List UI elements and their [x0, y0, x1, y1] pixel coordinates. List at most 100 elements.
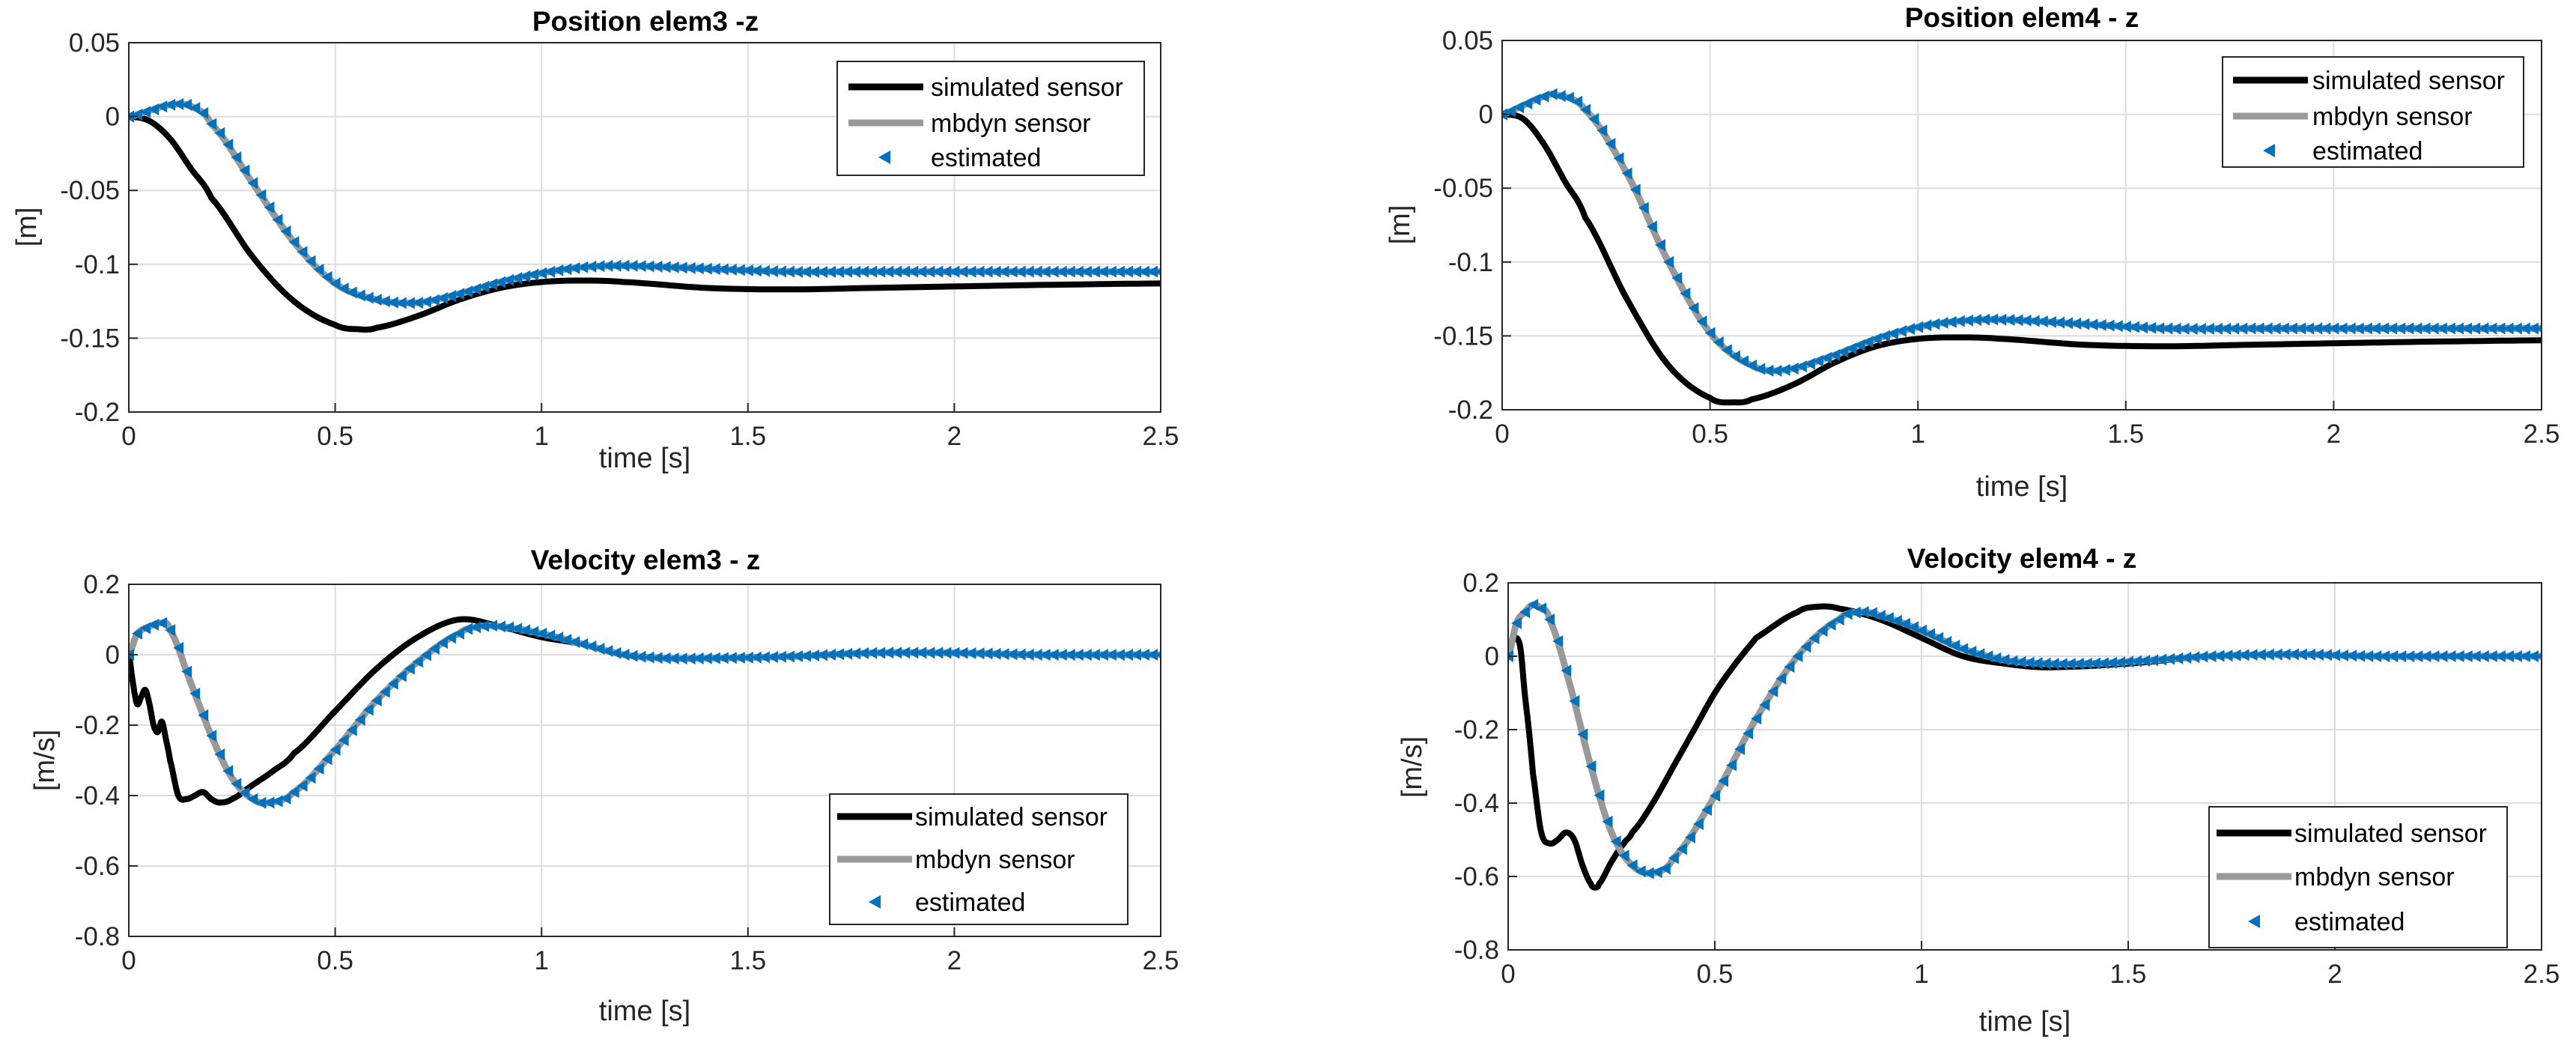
- y-tick-label: -0.1: [1448, 248, 1493, 277]
- marker-point: [1726, 759, 1737, 772]
- marker-point: [941, 646, 952, 659]
- marker-point: [2211, 322, 2223, 335]
- marker-point: [1130, 265, 1141, 278]
- marker-point: [1688, 302, 1699, 315]
- marker-point: [379, 295, 390, 308]
- marker-point: [734, 652, 745, 664]
- marker-point: [495, 620, 506, 633]
- marker-point: [2328, 322, 2339, 335]
- marker-point: [2288, 648, 2299, 661]
- marker-point: [404, 297, 415, 309]
- marker-point: [602, 645, 613, 658]
- marker-point: [709, 263, 720, 276]
- marker-point: [1671, 272, 1683, 285]
- x-axis-label: time [s]: [599, 443, 690, 474]
- marker-point: [850, 265, 861, 278]
- marker-point: [157, 617, 168, 629]
- marker-point: [717, 652, 729, 664]
- marker-point: [371, 294, 382, 306]
- marker-point: [2404, 650, 2415, 663]
- y-tick-label: 0: [1479, 100, 1493, 130]
- marker-point: [412, 655, 423, 668]
- marker-point: [1081, 265, 1092, 278]
- marker-point: [1990, 652, 2002, 664]
- marker-point: [189, 687, 201, 700]
- marker-point: [2527, 322, 2539, 335]
- marker-point: [272, 795, 283, 808]
- marker-point: [1974, 648, 1985, 661]
- marker-point: [660, 261, 671, 273]
- marker-point: [2238, 649, 2250, 661]
- marker-point: [2214, 649, 2225, 662]
- marker-point: [428, 294, 440, 306]
- x-tick-label: 2.5: [1143, 946, 1179, 975]
- y-tick-label: -0.05: [60, 176, 120, 205]
- marker-point: [280, 225, 291, 237]
- marker-point: [825, 648, 836, 661]
- marker-point: [1899, 617, 1910, 630]
- marker-point: [2040, 657, 2051, 670]
- marker-point: [2511, 322, 2522, 335]
- marker-point: [1921, 319, 1932, 332]
- marker-point: [1114, 649, 1125, 661]
- marker-point: [297, 246, 308, 258]
- marker-point: [2320, 322, 2331, 335]
- marker-point: [2145, 321, 2157, 334]
- legend: simulated sensor mbdyn sensor estimated: [2222, 56, 2524, 168]
- marker-point: [503, 621, 514, 634]
- marker-point: [2428, 322, 2439, 335]
- marker-point: [1767, 685, 1778, 697]
- marker-point: [1925, 628, 1936, 640]
- marker-point: [2263, 648, 2274, 661]
- marker-point: [1081, 649, 1092, 661]
- marker-point: [1546, 88, 1558, 100]
- marker-point: [288, 786, 300, 799]
- marker-point: [1841, 608, 1853, 620]
- marker-point: [627, 259, 638, 272]
- x-axis-label: time [s]: [599, 996, 690, 1027]
- marker-point: [222, 139, 234, 151]
- marker-point: [2336, 322, 2348, 335]
- marker-point: [1577, 728, 1588, 741]
- marker-point: [313, 763, 324, 775]
- marker-point: [693, 652, 704, 664]
- marker-point: [1015, 265, 1026, 278]
- marker-point: [569, 261, 580, 274]
- marker-point: [329, 743, 341, 756]
- marker-point: [2073, 658, 2084, 670]
- marker-point: [1146, 649, 1158, 661]
- marker-point: [1114, 265, 1125, 278]
- marker-point: [924, 646, 935, 659]
- marker-point: [1684, 831, 1695, 843]
- marker-point: [586, 640, 597, 652]
- marker-point: [734, 264, 745, 276]
- marker-point: [2411, 322, 2422, 335]
- y-tick-label: -0.4: [75, 781, 120, 811]
- marker-point: [990, 647, 1001, 660]
- marker-point: [1808, 632, 1820, 645]
- marker-point: [2286, 322, 2297, 335]
- marker-point: [742, 264, 753, 276]
- marker-point: [1571, 95, 1582, 108]
- legend-label-mbdyn: mbdyn sensor: [2294, 863, 2455, 891]
- marker-point: [610, 646, 622, 659]
- y-tick-label: 0.05: [1442, 26, 1493, 55]
- marker-point: [2494, 322, 2506, 335]
- legend-label-simulated: simulated sensor: [2294, 820, 2487, 848]
- marker-point: [404, 662, 415, 675]
- marker-point: [858, 646, 869, 659]
- marker-point: [2338, 649, 2349, 661]
- y-tick-label: 0: [1485, 642, 1499, 671]
- legend-label-estimated: estimated: [931, 144, 1041, 172]
- marker-point: [1064, 265, 1075, 278]
- marker-point: [2012, 314, 2023, 327]
- marker-point: [148, 103, 160, 115]
- y-axis-label: [m/s]: [1397, 736, 1428, 798]
- marker-point: [520, 624, 531, 637]
- y-axis-label: [m/s]: [29, 730, 61, 791]
- marker-point: [1862, 336, 1874, 348]
- x-tick-label: 2.5: [2524, 420, 2560, 449]
- marker-point: [1895, 325, 1907, 338]
- marker-point: [2162, 322, 2173, 335]
- marker-point: [387, 677, 398, 690]
